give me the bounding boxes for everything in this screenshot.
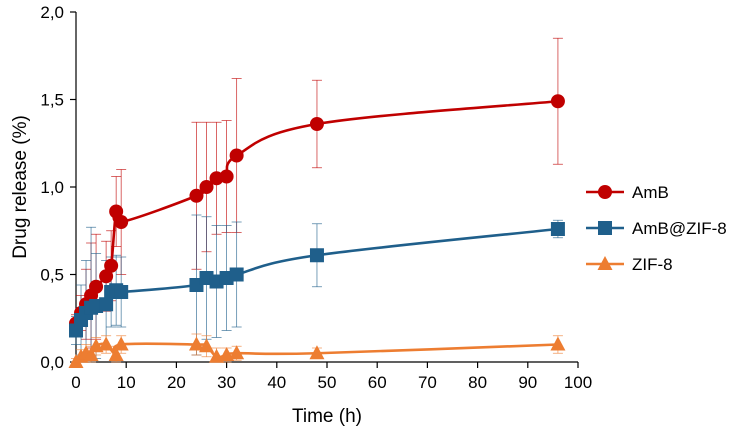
legend-marker-zif-8	[597, 256, 613, 270]
amb-zif-8-data-point	[114, 285, 129, 299]
amb-zif-8-data-point	[229, 267, 244, 282]
series-markers	[68, 94, 566, 368]
legend-label-zif-8: ZIF-8	[632, 255, 673, 274]
legend-label-amb-zif-8: AmB@ZIF-8	[632, 219, 727, 238]
axes: 0 10 20 30 40 50 60 70 80 90 100 0,0 0,5 1,0 1,5 2,0	[40, 3, 592, 392]
amb-zif-8-data-point	[550, 222, 565, 236]
amb-data-point	[189, 188, 204, 203]
x-tick-label: 90	[518, 373, 537, 392]
amb-data-point	[89, 279, 104, 294]
x-axis-label: Time (h)	[292, 406, 362, 427]
amb-zif-8-data-point	[99, 297, 114, 312]
zif-8-data-point	[83, 347, 99, 361]
amb-data-point	[309, 117, 324, 131]
x-tick-label: 10	[117, 373, 136, 392]
amb-data-point	[229, 148, 244, 163]
y-tick-label: 0,0	[40, 353, 64, 372]
x-tick-label: 30	[217, 373, 236, 392]
zif-8-data-point	[229, 345, 245, 360]
x-tick-label: 20	[167, 373, 186, 392]
legend-marker-amb-zif-8	[598, 221, 612, 235]
zif-8-data-point	[550, 336, 566, 351]
zif-8-data-point	[108, 347, 124, 361]
x-tick-label: 70	[418, 373, 437, 392]
amb-data-point	[550, 94, 565, 109]
amb-data-point	[99, 269, 114, 284]
legend-label-amb: AmB	[632, 183, 669, 202]
amb-zif-8-data-point	[309, 248, 324, 263]
zif-8-data-point	[309, 345, 325, 360]
amb-data-point	[104, 258, 119, 273]
y-tick-label: 1,5	[40, 91, 64, 110]
amb-data-point	[114, 215, 129, 229]
x-tick-label: 40	[267, 373, 286, 392]
zif-8-data-point	[113, 336, 129, 351]
x-tick-label: 50	[318, 373, 337, 392]
x-tick-label: 0	[71, 373, 80, 392]
amb-data-point	[199, 180, 214, 194]
y-tick-label: 2,0	[40, 3, 64, 22]
y-tick-label: 1,0	[40, 178, 64, 197]
x-tick-label: 80	[468, 373, 487, 392]
y-tick-label: 0,5	[40, 266, 64, 285]
y-axis-label: Drug release (%)	[10, 115, 31, 259]
legend: AmB AmB@ZIF-8 ZIF-8	[586, 183, 727, 274]
x-tick-label: 60	[368, 373, 387, 392]
amb-data-point	[219, 169, 234, 184]
amb-data-point	[109, 204, 124, 219]
zif-8-data-point	[199, 338, 215, 353]
x-tick-label: 100	[564, 373, 592, 392]
zif-8-data-point	[188, 336, 204, 351]
zif-8-data-point	[98, 336, 114, 351]
legend-marker-amb	[598, 185, 612, 199]
